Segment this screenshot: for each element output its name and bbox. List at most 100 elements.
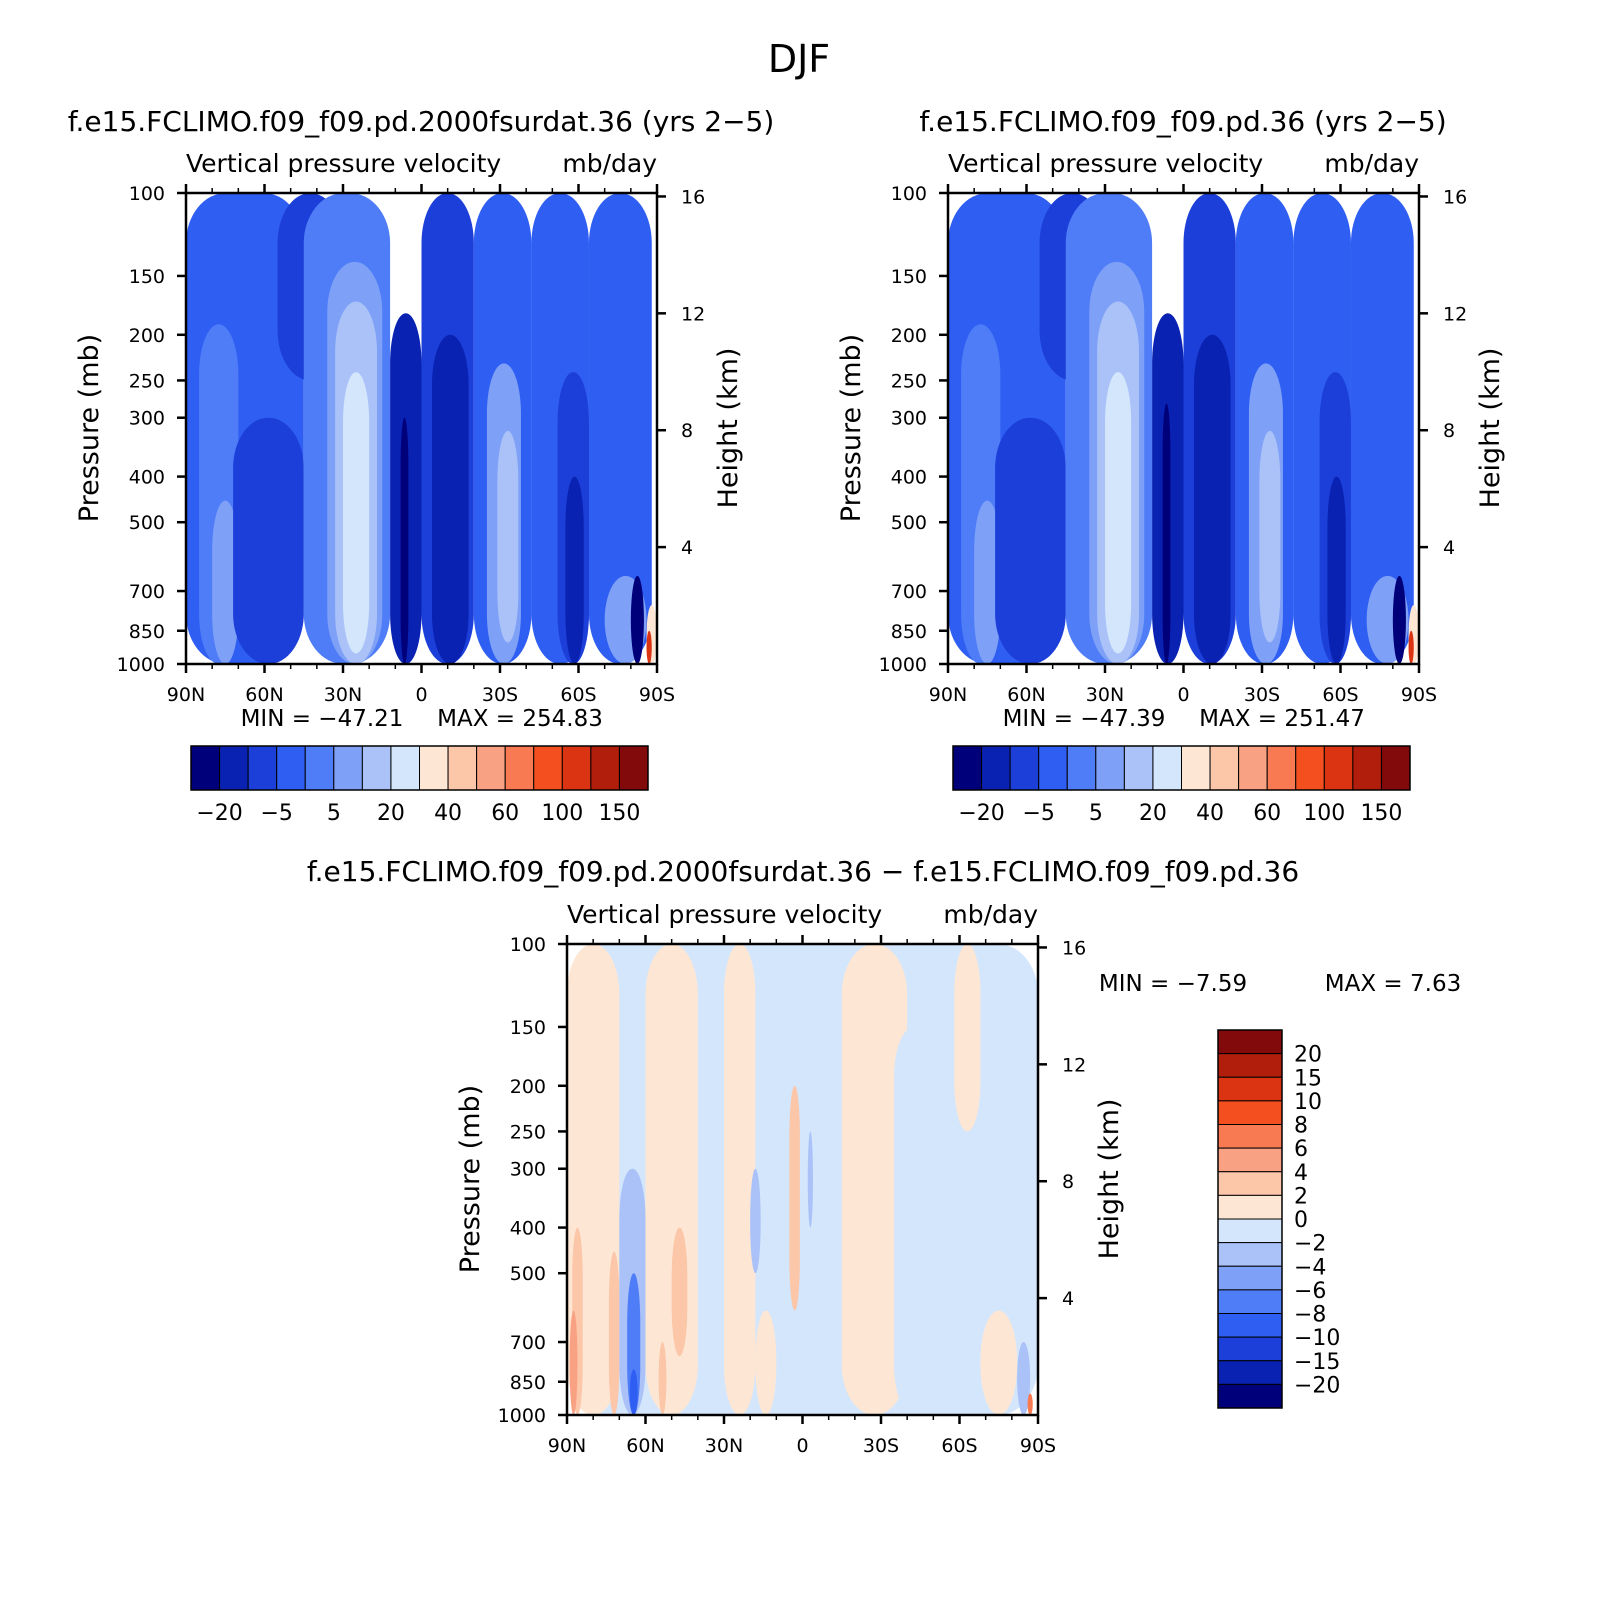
panel-1-axes: 90N 60N 30N 0 30S 60S 90S 100 150 200 250 300 400 500…	[117, 183, 706, 706]
panel-3-contour-region-10	[671, 1227, 688, 1357]
panel-3-x-tick-label: 60S	[941, 1435, 977, 1457]
panel-3-x-tick-label: 30S	[863, 1435, 899, 1457]
panel-1-colorbar-box	[247, 745, 278, 791]
panel-3-contour-region-20	[1017, 1342, 1031, 1415]
panel-3-y-tick-label: 700	[510, 1332, 546, 1354]
panel-1-x-tick-label: 90N	[167, 684, 205, 706]
panel-3-contour-region-8	[645, 944, 698, 1415]
panel-3-y-right-tick-label: 12	[1062, 1054, 1086, 1076]
panel-2-y-tick-label: 200	[891, 325, 927, 347]
panel-1-y-right-tick-label: 4	[681, 537, 693, 559]
panel-3-title: f.e15.FCLIMO.f09_f09.pd.2000fsurdat.36 −…	[307, 855, 1299, 888]
panel-3-y-tick-label: 150	[510, 1017, 546, 1039]
panel-3-colorbar-label: −10	[1294, 1326, 1340, 1351]
panel-2-x-tick-label: 60S	[1322, 684, 1358, 706]
panel-3-max-label: MAX = 7.63	[1325, 971, 1461, 997]
panel-3-y-tick-label: 400	[510, 1218, 546, 1240]
panel-1-subtitle-right: mb/day	[562, 149, 657, 178]
panel-3-subtitle-left: Vertical pressure velocity	[567, 900, 882, 929]
panel-3-y-tick-label: 100	[510, 934, 546, 956]
panel-2-y-tick-label: 850	[891, 621, 927, 643]
panel-3-colorbar-label: −15	[1294, 1350, 1340, 1375]
panel-2-x-tick-label: 30S	[1244, 684, 1280, 706]
panel-1-colorbar-box	[590, 745, 620, 791]
panel-1-colorbar-label: 20	[377, 801, 405, 826]
panel-1-y-tick-label: 150	[129, 266, 165, 288]
panel-1-colorbar-box	[419, 745, 449, 791]
panel-2-contour-region-12	[1193, 334, 1231, 664]
panel-3-colorbar-box	[1217, 1029, 1283, 1055]
panel-3-colorbar-box	[1217, 1218, 1283, 1244]
panel-2-max-label: MAX = 251.47	[1199, 706, 1365, 732]
panel-3-y-tick-label: 250	[510, 1121, 546, 1143]
panel-3-x-tick-label: 90N	[548, 1435, 586, 1457]
panel-1-colorbar-label: −5	[260, 801, 292, 826]
panel-1-max-label: MAX = 254.83	[437, 706, 603, 732]
panel-3-x-tick-label: 90S	[1020, 1435, 1056, 1457]
panel-2-y-tick-label: 100	[891, 183, 927, 205]
panel-2-colorbar-box	[1181, 745, 1211, 791]
panel-1-colorbar-box	[533, 745, 563, 791]
panel-2-y-tick-label: 250	[891, 370, 927, 392]
panel-1-x-tick-label: 0	[415, 684, 427, 706]
panel-3-colorbar-box	[1217, 1360, 1283, 1385]
panel-3-colorbar-box	[1217, 1313, 1283, 1338]
panel-2-colorbar-label: 5	[1089, 801, 1103, 826]
panel-2-colorbar-box	[1038, 745, 1068, 791]
panel-3-colorbar-box	[1217, 1053, 1283, 1078]
panel-3-y-tick-label: 1000	[498, 1405, 546, 1427]
panel-3-subtitle-right: mb/day	[943, 900, 1038, 929]
panel-2-axes: 90N 60N 30N 0 30S 60S 90S 100 150 200 250 300 400 500…	[879, 183, 1468, 706]
panel-2-contour-region-10	[1162, 403, 1171, 664]
panel-1-y-tick-label: 250	[129, 370, 165, 392]
panel-2-ylabel-right: Height (km)	[1475, 348, 1506, 509]
panel-3-x-tick-label: 30N	[705, 1435, 743, 1457]
panel-3-contour-region-6	[627, 1273, 641, 1415]
figure-title: DJF	[768, 37, 830, 81]
panel-2-contour-region-23	[1408, 630, 1414, 664]
panel-3-colorbar-label: 8	[1294, 1114, 1308, 1139]
panel-1-y-tick-label: 850	[129, 621, 165, 643]
panel-2-x-tick-label: 90S	[1401, 684, 1437, 706]
panel-2-y-tick-label: 150	[891, 266, 927, 288]
panel-1-contour-region-15	[497, 430, 519, 643]
panel-1-colorbar-label: 5	[327, 801, 341, 826]
panel-1-contour-region-3	[233, 417, 304, 664]
panel-1-y-right-tick-label: 12	[681, 303, 705, 325]
panel-3-x-tick-label: 0	[796, 1435, 808, 1457]
panel-1-x-tick-label: 60N	[245, 684, 283, 706]
panel-3-contour-region-7	[629, 1369, 638, 1415]
panel-1: f.e15.FCLIMO.f09_f09.pd.2000fsurdat.36 (…	[68, 105, 775, 826]
panel-3-colorbar-box	[1217, 1147, 1283, 1173]
panel-3-colorbar-box	[1217, 1194, 1283, 1220]
panel-3-contour-region-15	[807, 1131, 813, 1228]
panel-3-colorbar-frame	[1217, 1029, 1283, 1409]
panel-3-contour-region-3	[569, 1310, 578, 1415]
panel-2-colorbar-box	[981, 745, 1011, 791]
panel-1-contour-region-2	[212, 500, 239, 664]
panel-3-colorbar-label: −6	[1294, 1279, 1326, 1304]
panel-3-contour-region-17	[894, 1026, 934, 1415]
panel-2-colorbar-label: 20	[1139, 801, 1167, 826]
panel-3-colorbar-label: 2	[1294, 1184, 1308, 1209]
panel-1-colorbar-box	[333, 745, 363, 791]
panel-1-colorbar-box	[390, 745, 420, 791]
panel-1-y-tick-label: 400	[129, 467, 165, 489]
panel-1-colorbar-label: −20	[196, 801, 242, 826]
panel-1-contour-region-12	[431, 334, 469, 664]
panel-1-colorbar-box	[361, 745, 392, 791]
panel-2-y-tick-label: 500	[891, 512, 927, 534]
panel-1-x-tick-label: 60S	[560, 684, 596, 706]
panel-1-colorbar-frame	[190, 745, 649, 791]
panel-2-ylabel: Pressure (mb)	[836, 334, 867, 522]
panel-2-colorbar-box	[1123, 745, 1154, 791]
panel-3: f.e15.FCLIMO.f09_f09.pd.2000fsurdat.36 −…	[307, 855, 1461, 1457]
panel-2-y-tick-label: 700	[891, 581, 927, 603]
panel-3-y-right-tick-label: 4	[1062, 1288, 1074, 1310]
panel-1-colorbar-box	[219, 745, 249, 791]
panel-3-contour-region-16	[841, 944, 908, 1415]
panel-1-title: f.e15.FCLIMO.f09_f09.pd.2000fsurdat.36 (…	[68, 105, 775, 138]
panel-3-contour-region-12	[750, 1168, 761, 1274]
panel-1-x-tick-label: 30S	[482, 684, 518, 706]
panel-2-min-label: MIN = −47.39	[1003, 706, 1166, 732]
